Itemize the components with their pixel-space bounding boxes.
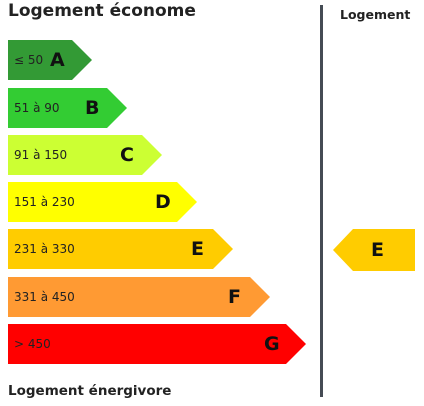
energy-class-bar-c: 91 à 150 C xyxy=(8,135,162,175)
energy-class-arrow-f xyxy=(8,277,270,317)
energy-class-arrow-a xyxy=(8,40,92,80)
energy-class-arrow-g xyxy=(8,324,306,364)
efficient-heading: Logement économe xyxy=(8,1,196,21)
energy-class-bar-g: > 450 G xyxy=(8,324,306,364)
energy-class-bar-f: 331 à 450 F xyxy=(8,277,270,317)
energy-class-bar-d: 151 à 230 D xyxy=(8,182,197,222)
energy-class-range: ≤ 50 xyxy=(14,53,44,67)
energy-class-letter: C xyxy=(120,144,134,166)
column-divider xyxy=(320,5,323,397)
energy-class-letter: G xyxy=(264,333,280,355)
energy-class-range: > 450 xyxy=(14,337,51,351)
energy-class-letter: A xyxy=(50,49,65,71)
energy-class-letter: F xyxy=(228,286,241,308)
energy-class-bar-e: 231 à 330 E xyxy=(8,229,233,269)
energy-class-range: 331 à 450 xyxy=(14,290,75,304)
marker-arrow xyxy=(333,229,415,271)
energy-class-range: 151 à 230 xyxy=(14,195,75,209)
energy-class-arrow-d xyxy=(8,182,197,222)
energy-class-arrow-e xyxy=(8,229,233,269)
energy-class-bar-b: 51 à 90 B xyxy=(8,88,127,128)
energy-class-range: 91 à 150 xyxy=(14,148,68,162)
current-class-marker: E xyxy=(333,229,415,271)
energy-class-bar-a: ≤ 50 A xyxy=(8,40,92,80)
energy-class-letter: D xyxy=(155,191,171,213)
energy-class-letter: B xyxy=(85,97,100,119)
energy-class-range: 231 à 330 xyxy=(14,242,75,256)
energy-class-range: 51 à 90 xyxy=(14,101,60,115)
energy-class-letter: E xyxy=(191,238,204,260)
dwelling-column-title: Logement xyxy=(340,7,411,22)
energy-class-arrow-c xyxy=(8,135,162,175)
inefficient-heading: Logement énergivore xyxy=(8,383,172,399)
energy-class-arrow-b xyxy=(8,88,127,128)
current-class-letter: E xyxy=(371,239,384,261)
